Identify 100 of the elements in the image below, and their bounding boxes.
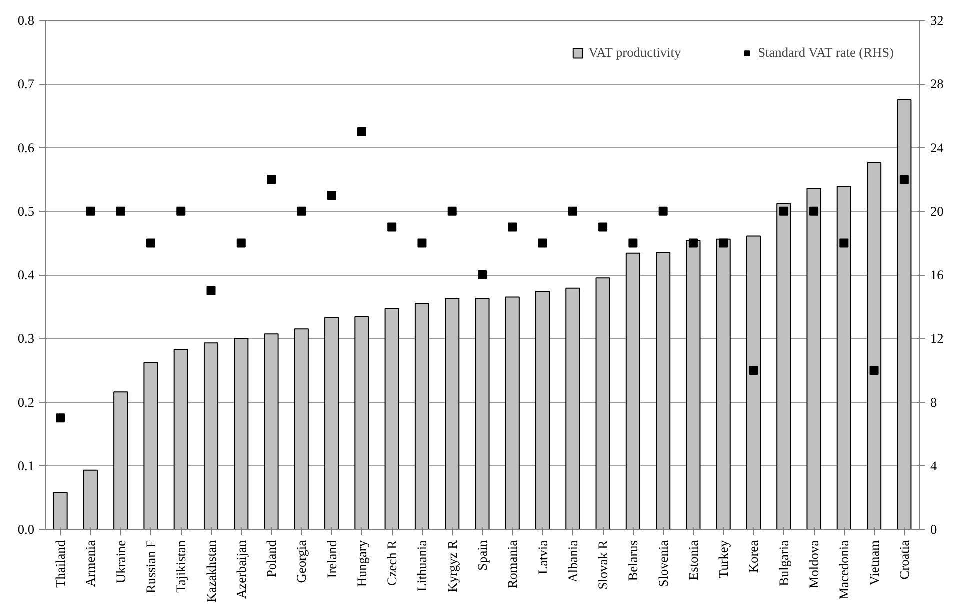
y2-tick-label: 32 [930,13,944,28]
point [538,238,548,248]
point [810,206,819,216]
point [267,175,276,184]
point [418,238,427,248]
x-tick-label: Vietnam [866,540,882,586]
y2-tick-label: 24 [930,140,944,156]
y-tick-label: 0.8 [18,13,35,28]
bar [414,303,430,530]
bar [204,342,219,530]
x-tick-label: Belarus [626,540,641,582]
bar [324,317,340,530]
bar [475,298,490,530]
x-tick-label: Georgia [294,540,310,584]
y-tick-label: 0.6 [18,140,35,156]
bar [83,470,98,530]
x-tick-label: Armenia [83,540,98,588]
point [719,238,728,248]
x-tick-label: Albania [565,540,580,583]
y-tick-label: 0.5 [18,204,35,219]
x-tick-label: Slovak R [596,540,611,590]
point [870,366,879,375]
point [86,206,96,216]
y-tick-label: 0.1 [18,458,35,474]
x-tick-label: Slovenia [656,540,671,588]
point [327,190,336,200]
x-tick-label: Korea [746,540,762,574]
bar [566,288,580,530]
point [628,238,638,248]
point [357,127,366,136]
x-tick-label: Russian F [143,540,158,594]
y-tick-label: 0.7 [18,76,35,92]
bar [867,162,882,530]
bar [776,203,792,530]
y2-tick-label: 28 [930,76,944,92]
bar [174,348,188,530]
y2-tick-label: 20 [930,204,944,219]
bar [806,188,822,530]
point [900,175,909,184]
bar [836,186,852,530]
point [688,238,698,248]
point [388,222,397,232]
point [658,206,668,216]
x-tick-label: Poland [264,540,280,578]
point [56,414,66,423]
bar [716,238,731,530]
x-tick-label: Kyrgyz R [444,540,460,592]
bar [505,296,520,530]
bar [384,308,400,530]
x-tick-label: Lithuania [414,540,430,592]
x-tick-label: Ireland [324,540,340,578]
y2-tick-label: 12 [930,331,944,346]
point [448,206,457,216]
legend-label: Standard VAT rate (RHS) [758,45,894,61]
x-tick-label: Turkey [716,540,732,579]
bar [746,236,762,530]
x-tick-label: Moldova [806,540,822,589]
y-tick-label: 0.4 [18,268,35,282]
bar [264,334,279,530]
x-tick-label: Romania [505,540,520,589]
bar [656,252,671,530]
x-tick-label: Latvia [535,540,550,575]
point [206,286,216,296]
bar [897,100,912,530]
bar [354,316,370,530]
point [508,222,518,232]
point [146,238,156,248]
x-tick-label: Czech R [384,540,400,586]
point [568,206,578,216]
point [176,206,186,216]
y-tick-label: 0.0 [18,522,35,537]
bar [234,338,249,530]
bar [144,362,158,530]
x-tick-label: Macedonia [836,540,852,600]
x-tick-label: Hungary [354,540,370,588]
point [297,206,306,216]
y2-tick-label: 8 [930,394,938,410]
y2-tick-label: 0 [930,522,938,537]
y-tick-label: 0.2 [18,394,35,410]
y2-tick-label: 4 [930,458,938,474]
x-tick-label: Thailand [53,540,68,588]
bar [686,240,701,530]
x-tick-label: Tajikistan [174,540,189,593]
bar [626,252,640,530]
bar [596,278,610,530]
x-tick-label: Ukraine [113,540,128,584]
x-tick-label: Spain [475,540,490,571]
point [598,222,608,232]
bar [445,298,460,530]
point [840,238,849,248]
point [478,270,487,280]
point [236,238,246,248]
y-tick-label: 0.3 [18,331,35,346]
bar [294,328,309,530]
bar [114,392,128,530]
bar [53,492,68,530]
y2-tick-label: 16 [930,268,944,282]
point [779,206,788,216]
x-tick-label: Estonia [686,540,701,580]
point [749,366,758,375]
